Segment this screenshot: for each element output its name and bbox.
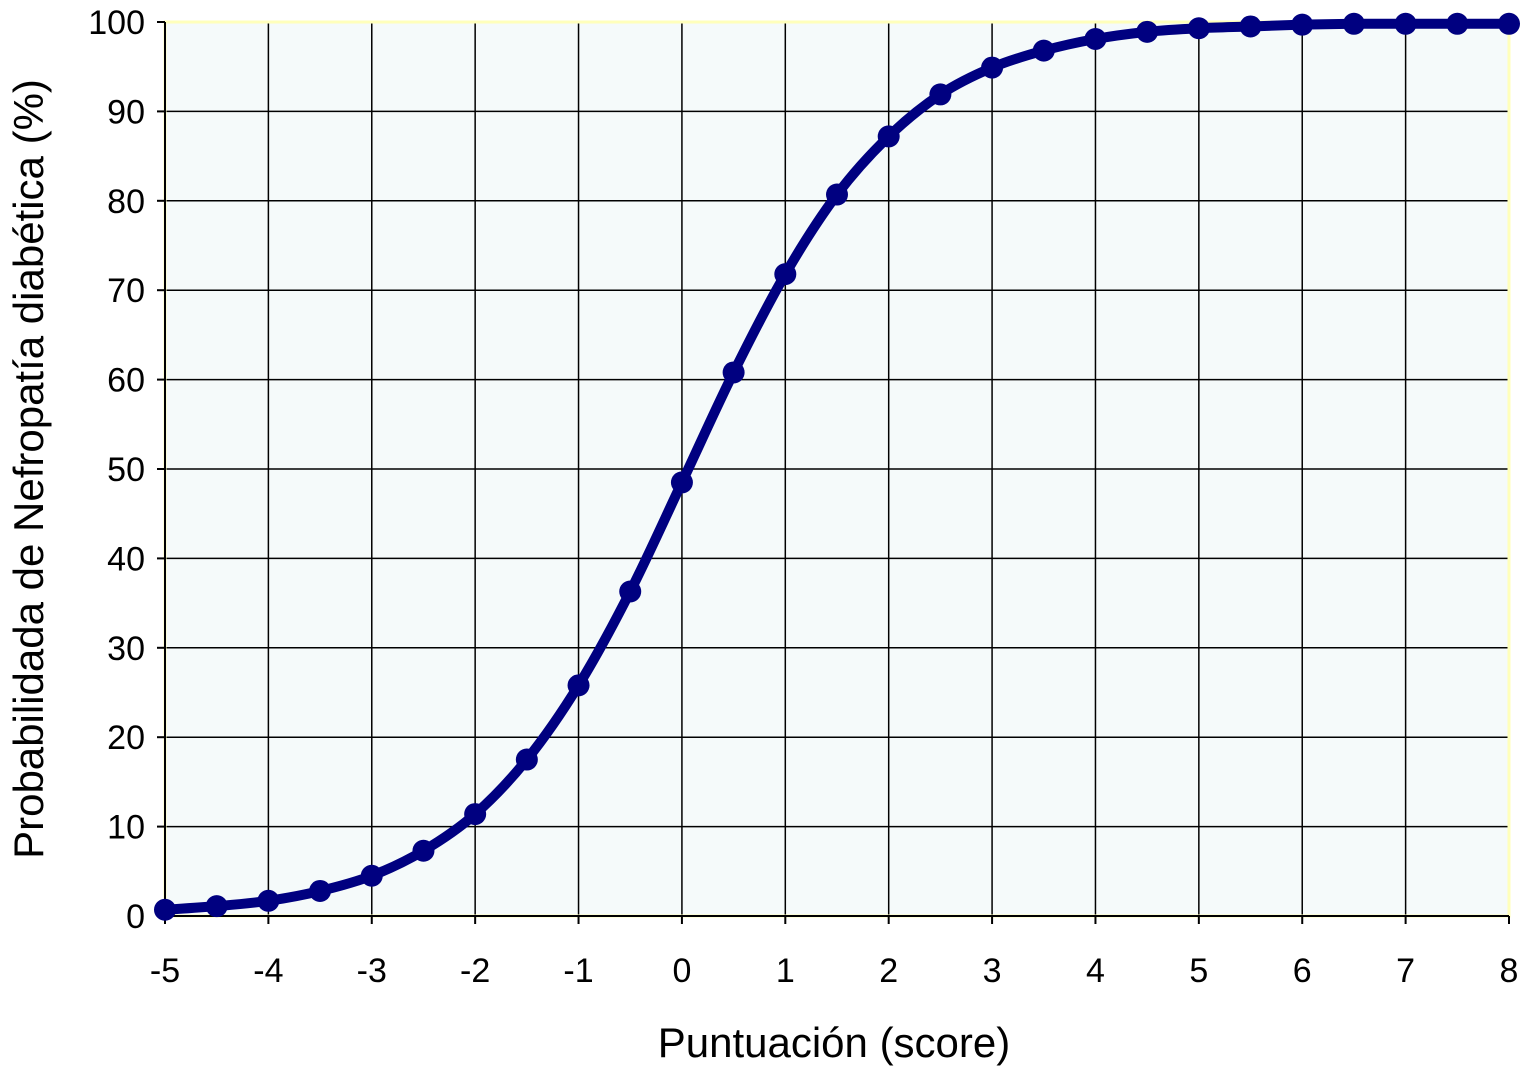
x-tick-label: 7 xyxy=(1396,952,1415,990)
x-tick-label: 1 xyxy=(776,952,795,990)
data-point xyxy=(154,898,176,921)
y-tick-label: 90 xyxy=(107,93,145,131)
x-tick-label: -1 xyxy=(563,952,593,990)
data-point xyxy=(1239,15,1262,38)
y-tick-label: 50 xyxy=(107,451,145,489)
data-point xyxy=(1291,13,1314,36)
data-point xyxy=(1084,27,1107,50)
x-tick-label: 2 xyxy=(879,952,898,990)
data-point xyxy=(826,183,848,206)
x-tick-label: -3 xyxy=(357,952,387,990)
data-point xyxy=(257,889,280,912)
data-point xyxy=(1394,12,1417,35)
y-tick-label: 0 xyxy=(126,898,145,936)
x-tick-label: -5 xyxy=(150,952,180,990)
data-point xyxy=(619,580,642,603)
x-tick-label: 3 xyxy=(983,952,1002,990)
data-point xyxy=(929,83,952,106)
y-tick-label: 20 xyxy=(107,719,145,757)
series-layer xyxy=(154,12,1520,921)
y-tick-label: 30 xyxy=(107,630,145,668)
data-point xyxy=(670,471,693,494)
x-tick-label: 6 xyxy=(1293,952,1312,990)
data-point xyxy=(1498,12,1520,35)
data-point xyxy=(981,56,1004,79)
y-tick-label: 60 xyxy=(107,362,145,400)
grid-lines xyxy=(165,22,1510,916)
series-line xyxy=(160,18,1514,915)
data-point xyxy=(1187,17,1210,40)
y-tick-label: 100 xyxy=(88,4,145,42)
data-point xyxy=(1446,12,1469,35)
data-point xyxy=(1032,39,1055,62)
x-tick-label: 8 xyxy=(1500,952,1519,990)
data-point xyxy=(464,803,487,826)
y-tick-label: 10 xyxy=(107,809,145,847)
data-point xyxy=(412,839,435,862)
data-point xyxy=(1342,12,1365,35)
y-tick-label: 80 xyxy=(107,183,145,221)
data-point xyxy=(309,879,332,902)
data-point xyxy=(877,125,900,148)
y-tick-label: 40 xyxy=(107,540,145,578)
tick-labels: -5 -4 -3 -2 -1 0 1 2 3 4 5 6 7 8010203040506070809010… xyxy=(88,4,1518,990)
y-axis-title: Probabilidada de Nefropatía diabética (%… xyxy=(5,79,52,859)
data-point xyxy=(722,361,745,384)
y-tick-label: 70 xyxy=(107,272,145,310)
x-axis-title: Puntuación (score) xyxy=(658,1019,1011,1066)
axes xyxy=(157,21,1510,924)
data-point xyxy=(567,674,590,697)
x-tick-label: 4 xyxy=(1086,952,1105,990)
x-tick-label: 5 xyxy=(1189,952,1208,990)
data-point xyxy=(360,864,383,887)
data-point xyxy=(774,263,797,286)
data-point xyxy=(515,748,538,771)
x-tick-label: -4 xyxy=(253,952,283,990)
x-tick-label: -2 xyxy=(460,952,490,990)
data-point xyxy=(1136,20,1159,43)
x-tick-label: 0 xyxy=(672,952,691,990)
data-point xyxy=(205,895,228,918)
